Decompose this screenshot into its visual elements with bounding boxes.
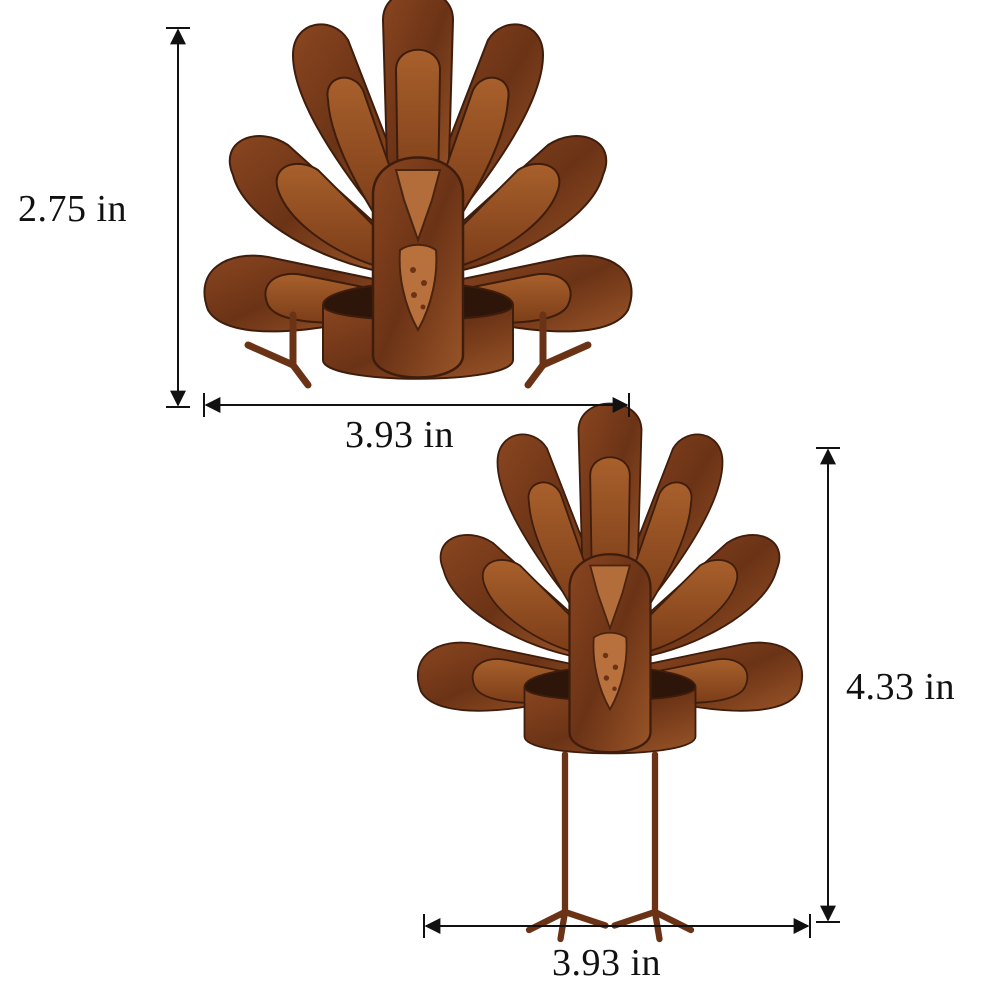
short-turkey-width-label: 3.93 in bbox=[345, 414, 455, 456]
dimension-lines bbox=[166, 27, 840, 938]
tall-turkey-candle-holder bbox=[416, 402, 804, 943]
short-turkey-height-label: 2.75 in bbox=[18, 188, 128, 230]
short-turkey-candle-holder bbox=[203, 0, 633, 389]
tall-turkey-width-label: 3.93 in bbox=[552, 942, 662, 984]
tall-turkey-height-label: 4.33 in bbox=[846, 666, 956, 708]
